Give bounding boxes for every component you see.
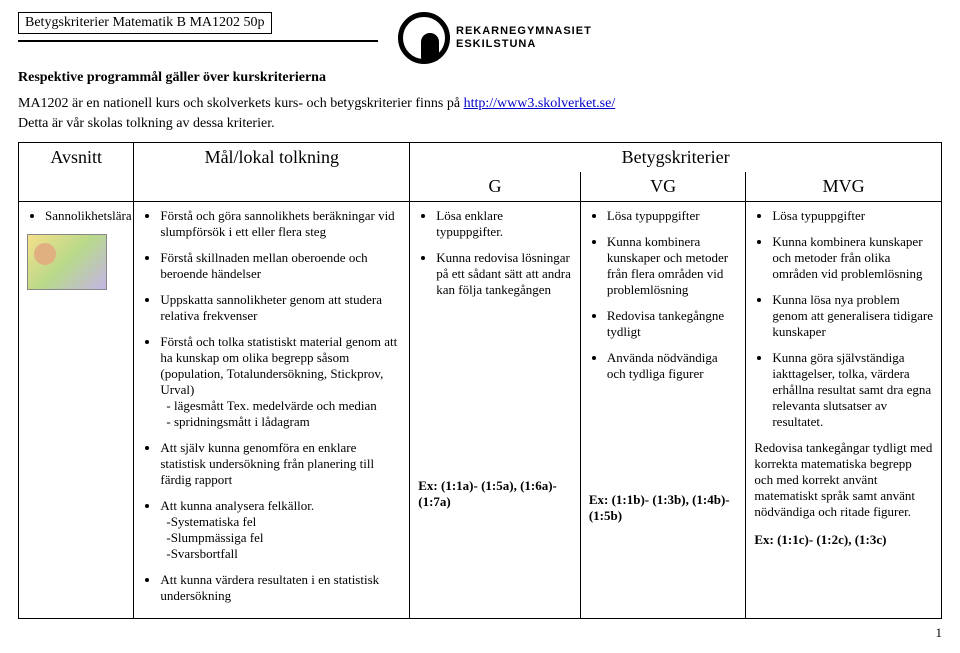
page-number: 1: [18, 625, 942, 641]
th-mal: Mål/lokal tolkning: [134, 143, 410, 202]
logo-text-2: ESKILSTUNA: [456, 38, 592, 51]
mal-sub: -Svarsbortfall: [166, 546, 401, 562]
course-title: Betygskriterier Matematik B MA1202 50p: [25, 15, 265, 30]
g-example: Ex: (1:1a)- (1:5a), (1:6a)- (1:7a): [418, 478, 572, 510]
mal-item: Förstå och göra sannolikhets beräkningar…: [160, 208, 401, 240]
mal-item: Att kunna värdera resultaten i en statis…: [160, 572, 401, 604]
mal-sub: - lägesmått Tex. medelvärde och median: [166, 398, 401, 414]
criteria-table: Avsnitt Mål/lokal tolkning Betygskriteri…: [18, 142, 942, 619]
logo-mark: [398, 12, 450, 64]
intro-text: MA1202 är en nationell kurs och skolverk…: [18, 96, 464, 111]
section-thumbnail: [27, 234, 107, 290]
mal-item: Förstå skillnaden mellan oberoende och b…: [160, 250, 401, 282]
intro-line-1: MA1202 är en nationell kurs och skolverk…: [18, 96, 942, 112]
school-logo: REKARNEGYMNASIET ESKILSTUNA: [398, 12, 592, 64]
table-row: Sannolikhetslära Förstå och göra sannoli…: [19, 202, 942, 619]
mal-item: Att själv kunna genomföra en enklare sta…: [160, 440, 401, 488]
th-avsnitt: Avsnitt: [19, 143, 134, 202]
vg-item: Kunna kombinera kunskaper och metoder fr…: [607, 234, 738, 298]
mvg-item: Kunna kombinera kunskaper och metoder fr…: [772, 234, 933, 282]
mal-item: Uppskatta sannolikheter genom att studer…: [160, 292, 401, 324]
subtitle: Respektive programmål gäller över kurskr…: [18, 70, 942, 86]
g-item: Lösa enklare typuppgifter.: [436, 208, 572, 240]
mvg-item: Lösa typuppgifter: [772, 208, 933, 224]
mvg-paragraph: Redovisa tankegångar tydligt med korrekt…: [754, 440, 933, 520]
mal-sub: - spridningsmått i lådagram: [166, 414, 401, 430]
mal-sub: -Slumpmässiga fel: [166, 530, 401, 546]
g-item: Kunna redovisa lösningar på ett sådant s…: [436, 250, 572, 298]
th-vg: VG: [580, 172, 746, 202]
mvg-example: Ex: (1:1c)- (1:2c), (1:3c): [754, 532, 933, 548]
vg-item: Redovisa tankegångne tydligt: [607, 308, 738, 340]
th-mvg: MVG: [746, 172, 942, 202]
th-g: G: [410, 172, 581, 202]
mvg-item: Kunna göra självständiga iakttagelser, t…: [772, 350, 933, 430]
mal-sub: -Systematiska fel: [166, 514, 401, 530]
intro-line-2: Detta är vår skolas tolkning av dessa kr…: [18, 116, 942, 132]
course-title-box: Betygskriterier Matematik B MA1202 50p: [18, 12, 272, 34]
vg-item: Använda nödvändiga och tydliga figurer: [607, 350, 738, 382]
skolverket-link[interactable]: http://www3.skolverket.se/: [464, 96, 616, 111]
title-underline: [18, 40, 378, 42]
vg-item: Lösa typuppgifter: [607, 208, 738, 224]
mal-item: Förstå och tolka statistiskt material ge…: [160, 334, 401, 430]
mvg-item: Kunna lösa nya problem genom att general…: [772, 292, 933, 340]
logo-text-1: REKARNEGYMNASIET: [456, 25, 592, 38]
vg-example: Ex: (1:1b)- (1:3b), (1:4b)- (1:5b): [589, 492, 738, 524]
avsnitt-label: Sannolikhetslära: [45, 208, 125, 224]
th-betyg: Betygskriterier: [410, 143, 942, 173]
mal-item: Att kunna analysera felkällor. -Systemat…: [160, 498, 401, 562]
